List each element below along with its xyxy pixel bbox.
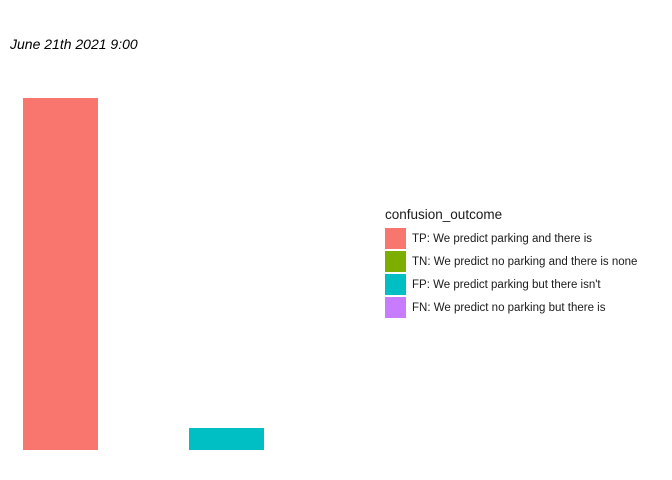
legend-key (385, 228, 406, 249)
legend-label: TP: We predict parking and there is (412, 232, 593, 245)
bar-2 (189, 428, 264, 450)
legend-title: confusion_outcome (385, 207, 503, 222)
legend-label: FP: We predict parking but there isn't (412, 278, 601, 291)
legend: confusion_outcome TP: We predict parking… (385, 207, 637, 319)
bar-0 (23, 98, 98, 450)
legend-label: TN: We predict no parking and there is n… (412, 255, 638, 268)
legend-key (385, 251, 406, 272)
legend-item: FP: We predict parking but there isn't (385, 273, 637, 296)
bars-group (23, 98, 264, 450)
chart-title: June 21th 2021 9:00 (10, 36, 138, 52)
legend-item: FN: We predict no parking but there is (385, 296, 637, 319)
legend-key (385, 297, 406, 318)
legend-item: TN: We predict no parking and there is n… (385, 250, 637, 273)
legend-items: TP: We predict parking and there is TN: W… (385, 227, 637, 319)
legend-label: FN: We predict no parking but there is (412, 301, 606, 314)
legend-key (385, 274, 406, 295)
legend-item: TP: We predict parking and there is (385, 227, 637, 250)
